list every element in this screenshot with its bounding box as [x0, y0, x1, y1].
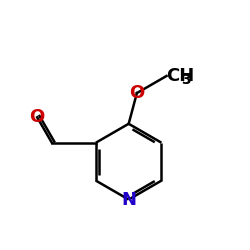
Text: O: O [30, 108, 45, 126]
Text: O: O [129, 84, 144, 102]
Text: CH: CH [166, 67, 195, 85]
Text: N: N [121, 190, 136, 208]
Text: 3: 3 [181, 73, 190, 87]
